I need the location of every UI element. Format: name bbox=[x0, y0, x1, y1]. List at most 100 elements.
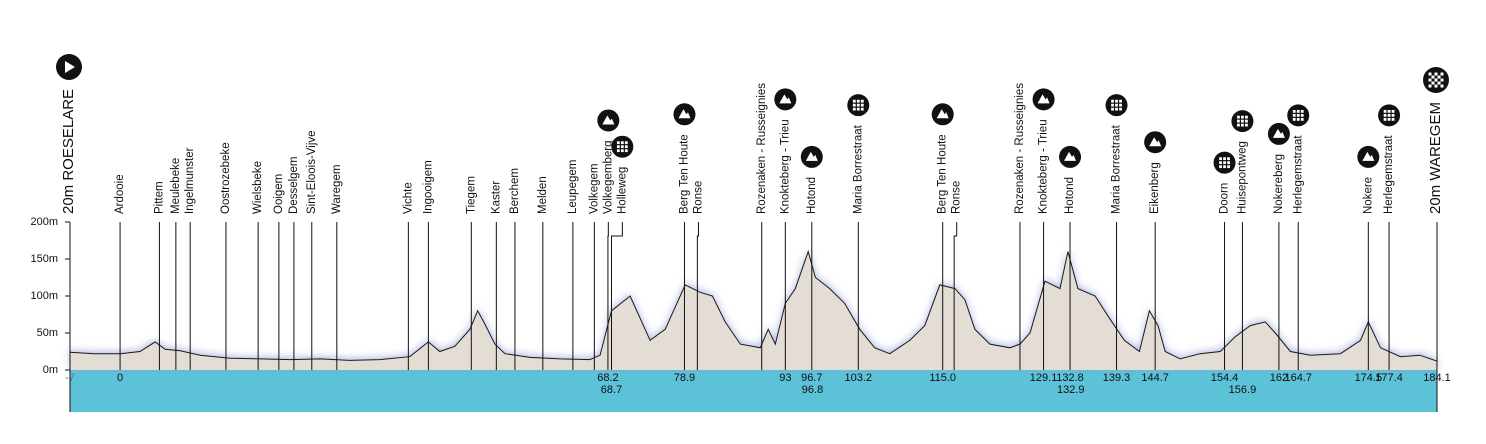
cobble bbox=[1119, 103, 1122, 107]
cobble bbox=[1383, 117, 1387, 121]
place-line bbox=[953, 222, 958, 370]
km-label: 96.8 bbox=[802, 384, 823, 396]
start-icon bbox=[56, 53, 82, 80]
km-label: 184.1 bbox=[1423, 372, 1451, 384]
cobble bbox=[1292, 117, 1296, 121]
cobble bbox=[1111, 99, 1114, 103]
cobble bbox=[1391, 109, 1395, 113]
cobble bbox=[624, 145, 628, 149]
cobble bbox=[1111, 107, 1114, 111]
climb-symbol bbox=[1037, 94, 1050, 104]
place-label: Oostrozebeke bbox=[220, 142, 232, 214]
cobble bbox=[856, 107, 860, 111]
cobble bbox=[1237, 115, 1240, 119]
place-label: Berg Ten Houte bbox=[679, 134, 691, 214]
cobbles-icon bbox=[1378, 104, 1401, 127]
place-label: Nokereberg bbox=[1273, 154, 1285, 214]
place-label: Eikenberg bbox=[1149, 162, 1161, 214]
climb-icon bbox=[774, 88, 797, 111]
cobble bbox=[852, 107, 856, 111]
cobble bbox=[1223, 157, 1226, 161]
place-label: Ingelmunster bbox=[184, 147, 196, 214]
place-label: Hotond bbox=[806, 177, 818, 214]
km-label: 156.9 bbox=[1229, 384, 1257, 396]
place-label: Ronse bbox=[951, 181, 963, 214]
climb-icon bbox=[1267, 122, 1290, 145]
cobble bbox=[1227, 165, 1230, 169]
cobble bbox=[1292, 113, 1296, 117]
place-label: Rozenaken - Russeignies bbox=[756, 83, 768, 214]
place-label: Knokteberg - Trieu bbox=[1038, 119, 1050, 214]
place-label: Tiegem bbox=[465, 176, 477, 214]
place-label: Ingooigem bbox=[422, 160, 434, 214]
place-label: Berchem bbox=[509, 168, 521, 214]
cobble bbox=[1111, 103, 1114, 107]
cobbles-icon bbox=[1105, 94, 1128, 117]
play-symbol bbox=[65, 60, 75, 73]
cobble bbox=[1223, 165, 1226, 169]
cobble bbox=[624, 141, 628, 145]
cobble bbox=[620, 141, 624, 145]
km-label: 96.7 bbox=[801, 372, 822, 384]
place-label: Knokteberg - Trieu bbox=[779, 119, 791, 214]
cobble bbox=[616, 149, 620, 153]
cobble bbox=[860, 99, 864, 103]
place-label: Pittem bbox=[153, 181, 165, 214]
km-label: 164.7 bbox=[1284, 372, 1312, 384]
check bbox=[1440, 72, 1444, 76]
cobble bbox=[616, 141, 620, 145]
cobble bbox=[1219, 161, 1222, 165]
cobble bbox=[1241, 123, 1244, 127]
place-label: Ooigem bbox=[273, 174, 285, 214]
place-line bbox=[611, 222, 623, 370]
km-label: 68.7 bbox=[601, 384, 622, 396]
place-label: Ardooie bbox=[114, 174, 126, 214]
cobble bbox=[1383, 109, 1387, 113]
cobble bbox=[856, 103, 860, 107]
place-label: Wielsbeke bbox=[252, 161, 264, 214]
climb-symbol bbox=[779, 94, 792, 104]
check bbox=[1434, 72, 1438, 76]
km-label: 132.8 bbox=[1056, 372, 1084, 384]
cobble bbox=[1296, 117, 1300, 121]
place-label: Volkegem bbox=[588, 163, 600, 214]
place-label: Herlegemstraat bbox=[1292, 135, 1304, 214]
place-label: Volkegemberg bbox=[602, 140, 614, 214]
km-label: 115.0 bbox=[929, 372, 956, 384]
place-label: Doorn bbox=[1219, 183, 1231, 214]
cobble bbox=[860, 107, 864, 111]
cobble bbox=[852, 99, 856, 103]
place-label: Hotond bbox=[1064, 177, 1076, 214]
elevation-area bbox=[70, 251, 1437, 370]
km-label: 162 bbox=[1270, 372, 1288, 384]
climb-symbol bbox=[678, 109, 691, 119]
cobble bbox=[1119, 99, 1122, 103]
cobble bbox=[1300, 113, 1304, 117]
cobble bbox=[620, 149, 624, 153]
climb-icon bbox=[1032, 88, 1055, 111]
y-tick-label: 200m bbox=[30, 216, 58, 228]
distance-band bbox=[70, 370, 1437, 412]
cobble bbox=[1223, 161, 1226, 165]
y-tick-label: 150m bbox=[30, 253, 58, 265]
km-label: 68.2 bbox=[597, 372, 618, 384]
check bbox=[1440, 78, 1444, 82]
cobbles-icon bbox=[1231, 110, 1254, 133]
climb-symbol bbox=[805, 151, 818, 161]
cobble bbox=[1119, 107, 1122, 111]
climb-icon bbox=[597, 109, 620, 132]
place-label: Waregem bbox=[331, 165, 343, 214]
cobble bbox=[1387, 113, 1391, 117]
cobble bbox=[1391, 117, 1395, 121]
cobbles-icon bbox=[1287, 104, 1310, 127]
finish-label: 20m WAREGEM bbox=[1427, 102, 1444, 214]
place-label: Holleweg bbox=[616, 167, 628, 214]
cobble bbox=[1241, 115, 1244, 119]
cobble bbox=[616, 145, 620, 149]
cobble bbox=[1391, 113, 1395, 117]
place-label: Kaster bbox=[490, 181, 502, 214]
cobble bbox=[1237, 119, 1240, 123]
climb-icon bbox=[1059, 145, 1082, 168]
place-label: Maria Borrestraat bbox=[1111, 124, 1123, 214]
